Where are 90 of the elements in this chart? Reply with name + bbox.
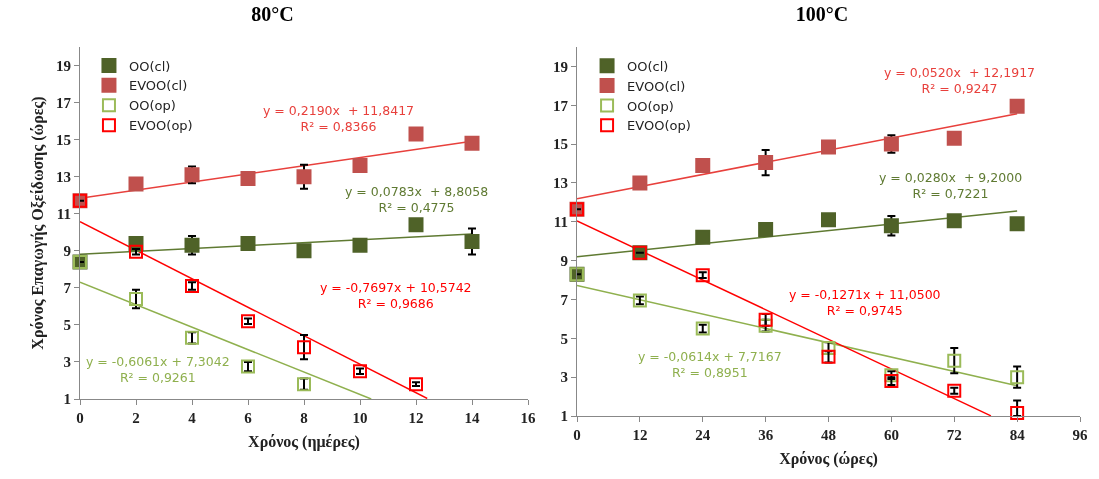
y-tick-label: 5 (560, 330, 568, 347)
chart-title: 100°C (795, 3, 849, 26)
point (632, 175, 648, 191)
x-tick-label: 12 (408, 410, 424, 426)
point (695, 157, 711, 173)
point (1009, 98, 1025, 114)
point (352, 158, 368, 174)
legend-label: EVOO(op) (128, 118, 193, 134)
point (946, 130, 962, 146)
point (821, 139, 836, 155)
y-tick-label: 17 (56, 94, 72, 111)
point (352, 237, 368, 253)
x-tick-label: 6 (244, 410, 253, 426)
x-tick-label: 48 (821, 427, 836, 443)
point (296, 169, 312, 185)
annotation: y = 0,0783x + 8,8058 R² = 0,4775 (345, 184, 489, 216)
annotation: y = -0,6061x + 7,3042 R² = 0,9261 (86, 354, 230, 386)
x-tick-label: 2 (132, 410, 140, 426)
annotation: y = -0,0614x + 7,7167 R² = 0,8951 (638, 349, 782, 381)
annotation: y = 0,0520x + 12,1917 R² = 0,9247 (884, 65, 1036, 97)
y-tick-label: 15 (553, 136, 568, 153)
y-tick-label: 11 (553, 214, 568, 231)
point (947, 353, 962, 368)
point (758, 155, 774, 171)
y-tick-label: 7 (560, 291, 569, 308)
point (1010, 370, 1025, 385)
legend-label: EVOO(cl) (627, 78, 686, 94)
point (241, 314, 255, 329)
y-tick-label: 3 (560, 369, 568, 386)
y-tick-label: 1 (63, 391, 71, 408)
x-tick-label: 14 (464, 410, 480, 426)
point (758, 222, 774, 238)
x-tick-label: 10 (352, 410, 368, 426)
point (129, 291, 143, 306)
annotation: y = -0,7697x + 10,5742 R² = 0,9686 (320, 280, 472, 312)
y-tick-label: 5 (63, 317, 71, 334)
point (464, 234, 480, 250)
point (883, 218, 899, 234)
x-axis-title: Χρόνος (ώρες) (779, 449, 878, 468)
point (695, 229, 711, 245)
y-tick-label: 11 (56, 205, 71, 222)
annotation: y = -0,1271x + 11,0500 R² = 0,9745 (789, 287, 941, 319)
x-tick-label: 96 (1072, 427, 1088, 443)
x-tick-label: 72 (946, 427, 962, 443)
y-axis-title: Χρόνος Επαγωγής Οξείδωσης (ώρες) (28, 96, 47, 350)
legend-label: EVOO(cl) (128, 78, 188, 94)
point (464, 135, 480, 151)
chart-title: 80°C (251, 3, 294, 26)
legend-label: OO(cl) (627, 58, 669, 74)
point (1009, 216, 1025, 232)
y-tick-label: 17 (553, 97, 569, 114)
x-tick-label: 36 (758, 427, 774, 443)
point (408, 217, 424, 233)
y-tick-label: 7 (63, 280, 72, 297)
point (297, 340, 311, 355)
x-tick-label: 16 (520, 410, 536, 426)
point (409, 377, 423, 392)
y-tick-label: 1 (560, 408, 568, 425)
y-tick-label: 9 (63, 243, 71, 260)
point (128, 176, 144, 192)
legend-label: OO(op) (128, 98, 176, 114)
point (240, 171, 256, 187)
x-tick-label: 24 (695, 427, 711, 443)
point (353, 364, 367, 379)
point (296, 243, 312, 259)
y-tick-label: 19 (56, 57, 71, 74)
x-tick-label: 0 (76, 410, 84, 426)
x-axis-title: Χρόνος (ημέρες) (248, 432, 360, 451)
x-tick-label: 12 (632, 427, 648, 443)
point (821, 212, 836, 228)
y-tick-label: 3 (63, 354, 71, 371)
legend-label: OO(cl) (128, 58, 171, 74)
point (240, 235, 256, 251)
point (946, 213, 962, 229)
x-tick-label: 4 (188, 410, 197, 426)
x-tick-label: 8 (300, 410, 308, 426)
x-tick-label: 60 (883, 427, 899, 443)
annotation: y = 0,0280x + 9,2000 R² = 0,7221 (879, 170, 1023, 202)
y-tick-label: 13 (56, 168, 71, 185)
point (1010, 406, 1025, 421)
point (408, 126, 424, 142)
x-tick-label: 84 (1009, 427, 1026, 443)
legend-label: OO(op) (627, 98, 674, 114)
y-tick-label: 15 (56, 131, 71, 148)
x-tick-label: 0 (573, 427, 581, 443)
legend-label: EVOO(op) (627, 118, 691, 134)
y-tick-label: 19 (553, 58, 568, 75)
y-tick-label: 9 (560, 252, 568, 269)
y-tick-label: 13 (553, 175, 568, 192)
annotation: y = 0,2190x + 11,8417 R² = 0,8366 (263, 103, 415, 135)
